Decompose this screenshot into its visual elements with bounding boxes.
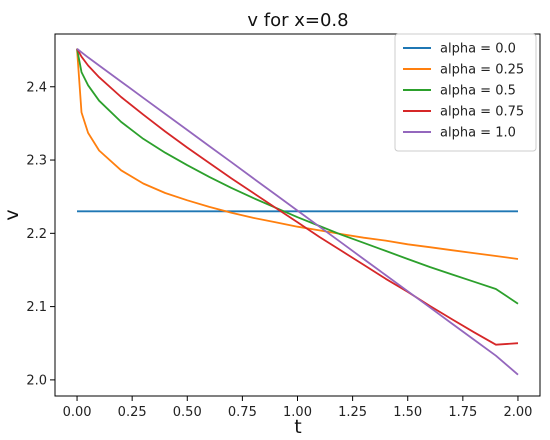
legend: alpha = 0.0 alpha = 0.25 alpha = 0.5 alpha … xyxy=(394,33,537,152)
y-axis-label: v xyxy=(1,209,23,220)
x-axis-label: t xyxy=(294,416,301,438)
y-tick-label: 2.1 xyxy=(26,300,47,315)
x-tick-label: 1.25 xyxy=(338,405,367,420)
series-line-1 xyxy=(76,48,519,260)
chart-title: v for x=0.8 xyxy=(247,10,348,31)
x-tick-label: 0.75 xyxy=(228,405,257,420)
y-tick-label: 2.0 xyxy=(26,373,47,388)
legend-label-0: alpha = 0.0 xyxy=(440,42,516,57)
series-lines xyxy=(76,47,519,376)
x-tick-label: 1.50 xyxy=(393,405,422,420)
legend-label-2: alpha = 0.5 xyxy=(440,84,516,99)
y-axis: 2.0 2.1 2.2 2.3 2.4 xyxy=(26,80,55,388)
legend-label-4: alpha = 1.0 xyxy=(440,126,516,141)
x-tick-label: 0.25 xyxy=(118,405,147,420)
y-tick-label: 2.2 xyxy=(26,227,47,242)
x-tick-label: 0.00 xyxy=(63,405,92,420)
series-line-3 xyxy=(76,48,519,346)
series-line-4 xyxy=(76,47,519,376)
legend-label-1: alpha = 0.25 xyxy=(440,63,524,78)
legend-box xyxy=(394,33,537,152)
x-tick-label: 2.00 xyxy=(503,405,532,420)
x-axis: 0.00 0.25 0.50 0.75 1.00 1.25 1.50 1.75 2.00 xyxy=(63,396,532,420)
x-tick-label: 1.00 xyxy=(283,405,312,420)
y-tick-label: 2.4 xyxy=(26,80,47,95)
legend-label-3: alpha = 0.75 xyxy=(440,105,524,120)
y-tick-label: 2.3 xyxy=(26,154,47,169)
x-tick-label: 1.75 xyxy=(448,405,477,420)
x-tick-label: 0.50 xyxy=(173,405,202,420)
